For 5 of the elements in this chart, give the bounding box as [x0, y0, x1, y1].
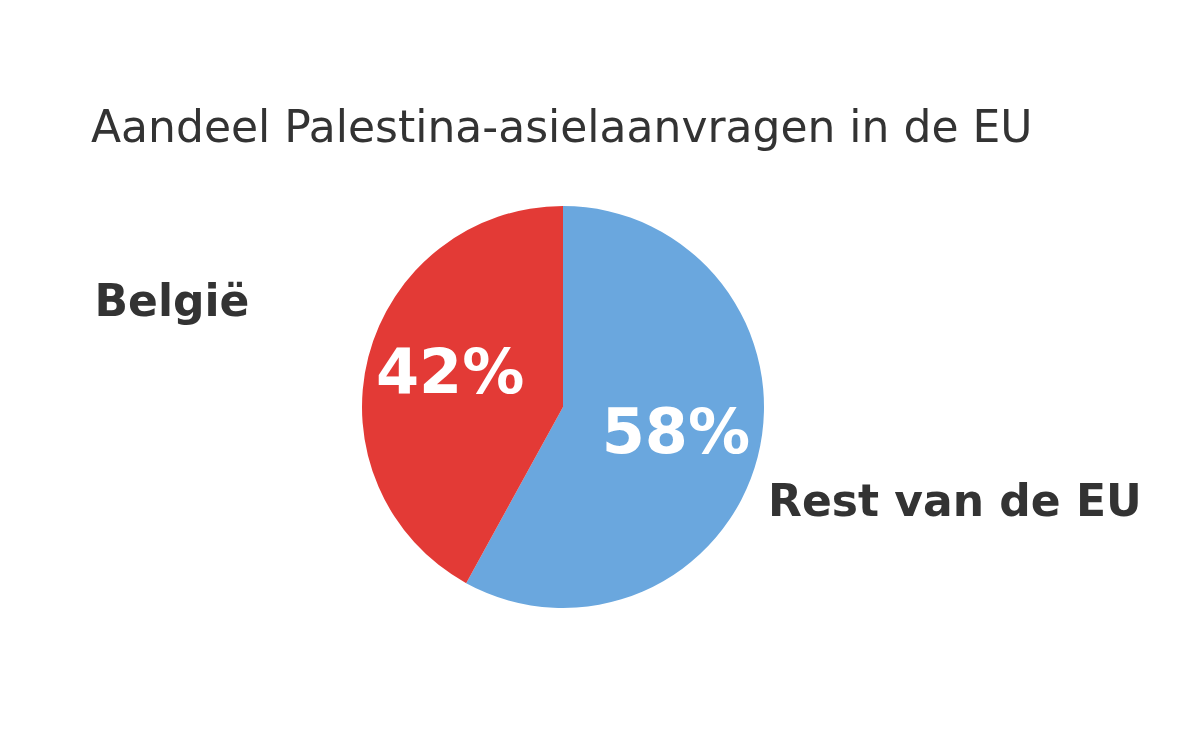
slice-label: Rest van de EU [768, 475, 1142, 527]
data-label: 42% [375, 335, 525, 409]
slice-label: België [94, 275, 250, 327]
chart-title: Aandeel Palestina-asielaanvragen in de EU [91, 101, 1033, 152]
data-label: 58% [601, 395, 751, 469]
